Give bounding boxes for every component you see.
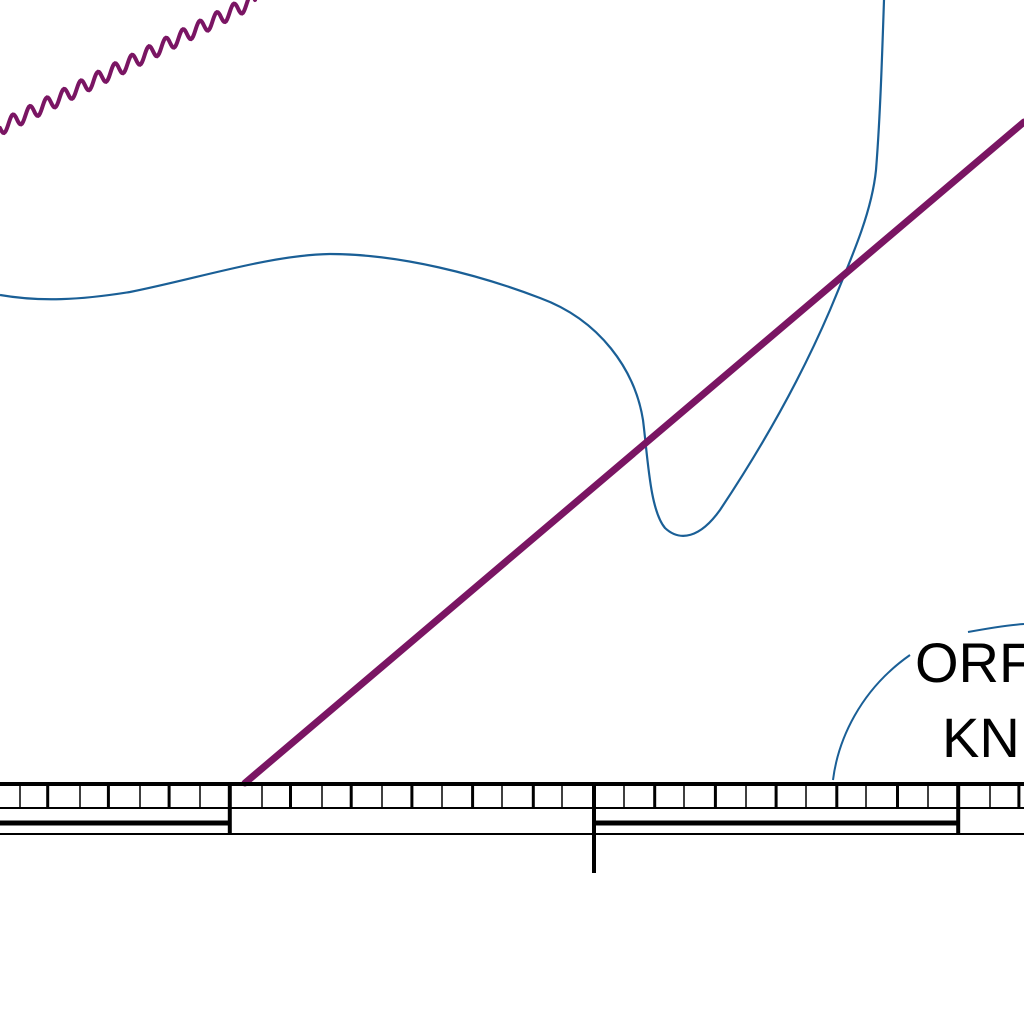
label-leader-line [832,654,911,781]
wavy-boundary-line [0,0,257,136]
scale-bar [0,782,1024,873]
curved-contour-line [0,0,886,537]
straight-route-line [241,118,1024,787]
map-label-line-1: ORF [915,631,1024,694]
label-leader-line-upper [967,623,1024,633]
map-label-line-2: KN [942,706,1020,769]
